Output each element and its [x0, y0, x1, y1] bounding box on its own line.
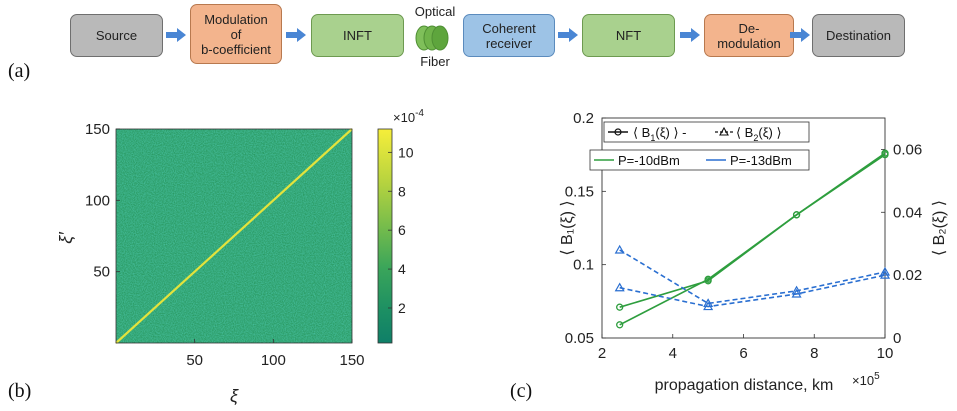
nft-label: NFT [615, 28, 642, 43]
arrow-right-icon [558, 28, 578, 42]
y-left-tick-label: 0.05 [565, 330, 594, 347]
colorbar-tick-label: 8 [398, 183, 406, 199]
series-point [881, 151, 889, 159]
line-chart-ylabel-left: ⟨ B₁(ξ) ⟩ [559, 200, 576, 255]
inft-block: INFT [311, 14, 404, 57]
line-chart-series [614, 149, 891, 329]
source-label: Source [95, 28, 138, 43]
demodulation-label: De- modulation [717, 20, 781, 51]
modulation-block: Modulation of b-coefficient [190, 4, 282, 64]
series-line-3 [619, 274, 886, 308]
y-right-tick-label: 0.06 [893, 141, 922, 158]
heatmap-frame [115, 128, 353, 344]
fiber-label-top: Optical [414, 4, 456, 19]
arrow-right-icon [166, 28, 186, 42]
colorbar-tick-label: 2 [398, 300, 406, 316]
legend-markers-text-b2: ⟨ B2(ξ) ⟩ [736, 125, 782, 143]
coherent-receiver-block: Coherent receiver [463, 14, 555, 57]
colorbar-ticks: 2 4 6 8 10 [388, 144, 414, 316]
y-left-tick-label: 0.2 [573, 110, 594, 127]
colorbar-tick-label: 4 [398, 261, 406, 277]
heatmap-x-tick-label: 150 [339, 352, 364, 369]
heatmap-x-ticks: 50 100 150 [186, 339, 365, 369]
series-point [704, 275, 712, 283]
arrow-right-icon [790, 28, 810, 42]
line-chart-left-y-ticks: 0.05 0.1 0.15 0.2 [565, 110, 606, 347]
series-point [879, 269, 891, 279]
line-chart-x-ticks: 2 4 6 8 10 [598, 334, 894, 362]
series-point [879, 266, 891, 276]
modulation-label: Modulation of b-coefficient [201, 11, 271, 57]
x-tick-label: 8 [810, 345, 818, 362]
heatmap-y-ticks: 50 100 150 [85, 121, 120, 281]
heatmap-x-tick-label: 100 [261, 352, 286, 369]
colorbar [377, 128, 393, 344]
demodulation-block: De- modulation [704, 14, 794, 57]
legend-markers-text: ⟨ B1(ξ) ⟩ - [633, 125, 686, 143]
x-tick-label: 6 [739, 345, 747, 362]
series-point [703, 301, 714, 311]
arrow-right-icon [286, 28, 306, 42]
legend-power-box [589, 149, 810, 171]
y-left-tick-label: 0.1 [573, 257, 594, 274]
series-line-1 [619, 154, 886, 326]
x-tick-label: 4 [669, 345, 677, 362]
series-point [616, 303, 624, 311]
nft-block: NFT [582, 14, 675, 57]
x-tick-label: 2 [598, 345, 606, 362]
panel-label-c: (c) [510, 380, 533, 402]
arrow-right-icon [680, 28, 700, 42]
heatmap-y-tick-label: 150 [85, 121, 110, 138]
panel-label-a: (a) [8, 60, 31, 82]
colorbar-exponent: ×10-4 [393, 108, 424, 125]
line-chart-x-exponent: ×105 [852, 371, 880, 388]
colorbar-tick-label: 10 [398, 144, 414, 160]
inft-label: INFT [343, 28, 372, 43]
heatmap-x-tick-label: 50 [186, 352, 203, 369]
y-right-tick-label: 0 [893, 330, 901, 347]
legend-triangle-marker [719, 126, 729, 136]
y-right-tick-label: 0.04 [893, 204, 922, 221]
heatmap-y-tick-label: 100 [85, 192, 110, 209]
optical-fiber-icon [415, 25, 449, 51]
line-chart-legend: ⟨ B1(ξ) ⟩ - ⟨ B2(ξ) ⟩ P=-10dBm P=-13dBm [589, 121, 810, 171]
source-block: Source [70, 14, 163, 57]
heatmap-y-tick-label: 50 [93, 264, 110, 281]
series-point [614, 282, 625, 292]
destination-block: Destination [812, 14, 905, 57]
heatmap-diagonal [115, 128, 353, 344]
panel-label-b: (b) [8, 380, 32, 402]
line-chart-xlabel: propagation distance, km [655, 377, 834, 394]
y-right-tick-label: 0.02 [893, 267, 922, 284]
heatmap-xlabel: ξ [230, 386, 239, 406]
series-point [792, 211, 801, 219]
series-point [791, 288, 802, 298]
series-line-2 [619, 249, 886, 305]
coherent-receiver-label: Coherent receiver [482, 20, 536, 51]
colorbar-tick-label: 6 [398, 222, 406, 238]
legend-power-2: P=-13dBm [730, 153, 792, 168]
fiber-label-bottom: Fiber [420, 54, 450, 69]
line-chart-ylabel-right: ⟨ B₂(ξ) ⟩ [931, 200, 948, 256]
destination-label: Destination [825, 28, 892, 43]
series-point [614, 244, 625, 254]
legend-power-1: P=-10dBm [618, 153, 680, 168]
heatmap-ylabel: ξ′ [56, 232, 76, 244]
y-left-tick-label: 0.15 [565, 183, 594, 200]
x-tick-label: 10 [877, 345, 894, 362]
series-point [616, 321, 624, 329]
legend-markers-box [603, 121, 810, 143]
line-chart-right-y-ticks: 0 0.02 0.04 0.06 [881, 141, 922, 347]
heatmap-figure: 2 4 6 8 10 50 100 150 50 100 150 ×10-4 ξ ξ′ [56, 108, 424, 406]
legend-circle-marker [614, 128, 622, 136]
